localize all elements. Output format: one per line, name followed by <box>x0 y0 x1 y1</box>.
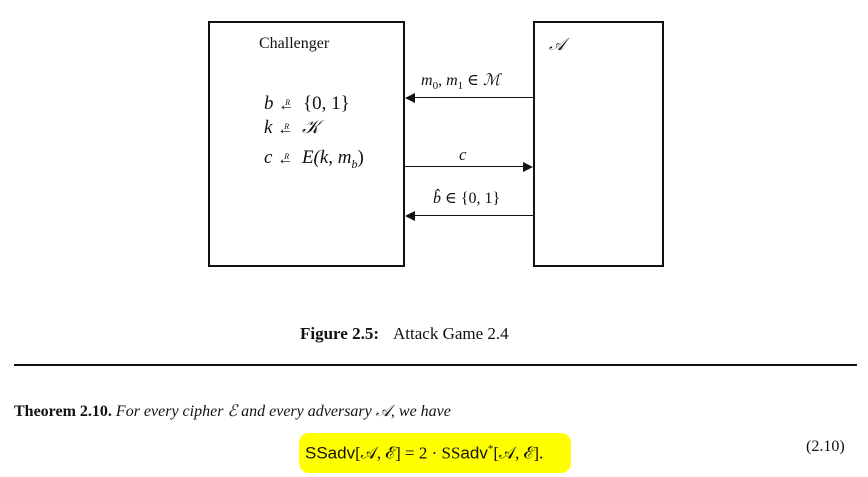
set-0-1: {0, 1} <box>303 93 350 114</box>
equation-number: (2.10) <box>806 438 845 455</box>
message-label-m0-m1: m0, m1 ∈ ℳ <box>421 70 501 93</box>
arrow-to-challenger-2 <box>414 215 533 216</box>
ssadv-star-fn-ss: SS <box>441 443 461 463</box>
var-k: k <box>264 117 273 138</box>
encryption-expr: E(k, m <box>301 147 352 168</box>
challenger-line-k: k R ← 𝒦 <box>264 116 320 139</box>
random-assign-arrow: R ← <box>278 96 295 114</box>
ssadv-star-fn-adv: adv <box>460 443 488 463</box>
message-label-bhat: b̂ ∈ {0, 1} <box>433 190 501 207</box>
figure-caption: Figure 2.5: Attack Game 2.4 <box>300 324 509 344</box>
section-rule <box>14 364 857 366</box>
ssadv-fn: SSadv <box>305 443 356 463</box>
challenger-label: Challenger <box>259 35 330 52</box>
arrowhead-left-2 <box>405 211 415 221</box>
random-assign-arrow: R ← <box>277 120 294 138</box>
figure-label: Figure 2.5: <box>300 324 380 343</box>
challenger-line-c: c R ← E(k, mb) <box>264 147 364 175</box>
figure-title: Attack Game 2.4 <box>393 324 509 343</box>
theorem-label: Theorem 2.10. <box>14 403 112 420</box>
adversary-label: 𝒜 <box>549 35 566 55</box>
random-assign-arrow: R ← <box>277 150 294 168</box>
var-c: c <box>264 147 273 168</box>
message-label-c: c <box>459 145 467 164</box>
encryption-close: ) <box>357 147 364 168</box>
challenger-box <box>208 21 405 267</box>
equation-highlight <box>299 433 571 473</box>
key-space: 𝒦 <box>301 116 320 138</box>
challenger-line-b: b R ← {0, 1} <box>264 93 350 115</box>
arrowhead-right <box>523 162 533 172</box>
var-b: b <box>264 93 274 114</box>
theorem-statement: Theorem 2.10. For every cipher ℰ and eve… <box>14 401 451 420</box>
arrow-to-challenger-1 <box>414 97 533 98</box>
equation: SSadv[𝒜, ℰ] = 2 · SSadv*[𝒜, ℰ]. <box>305 443 544 463</box>
adversary-box <box>533 21 664 267</box>
encryption-sub: b <box>351 156 358 171</box>
arrow-to-adversary <box>405 166 524 167</box>
arrowhead-left-1 <box>405 93 415 103</box>
